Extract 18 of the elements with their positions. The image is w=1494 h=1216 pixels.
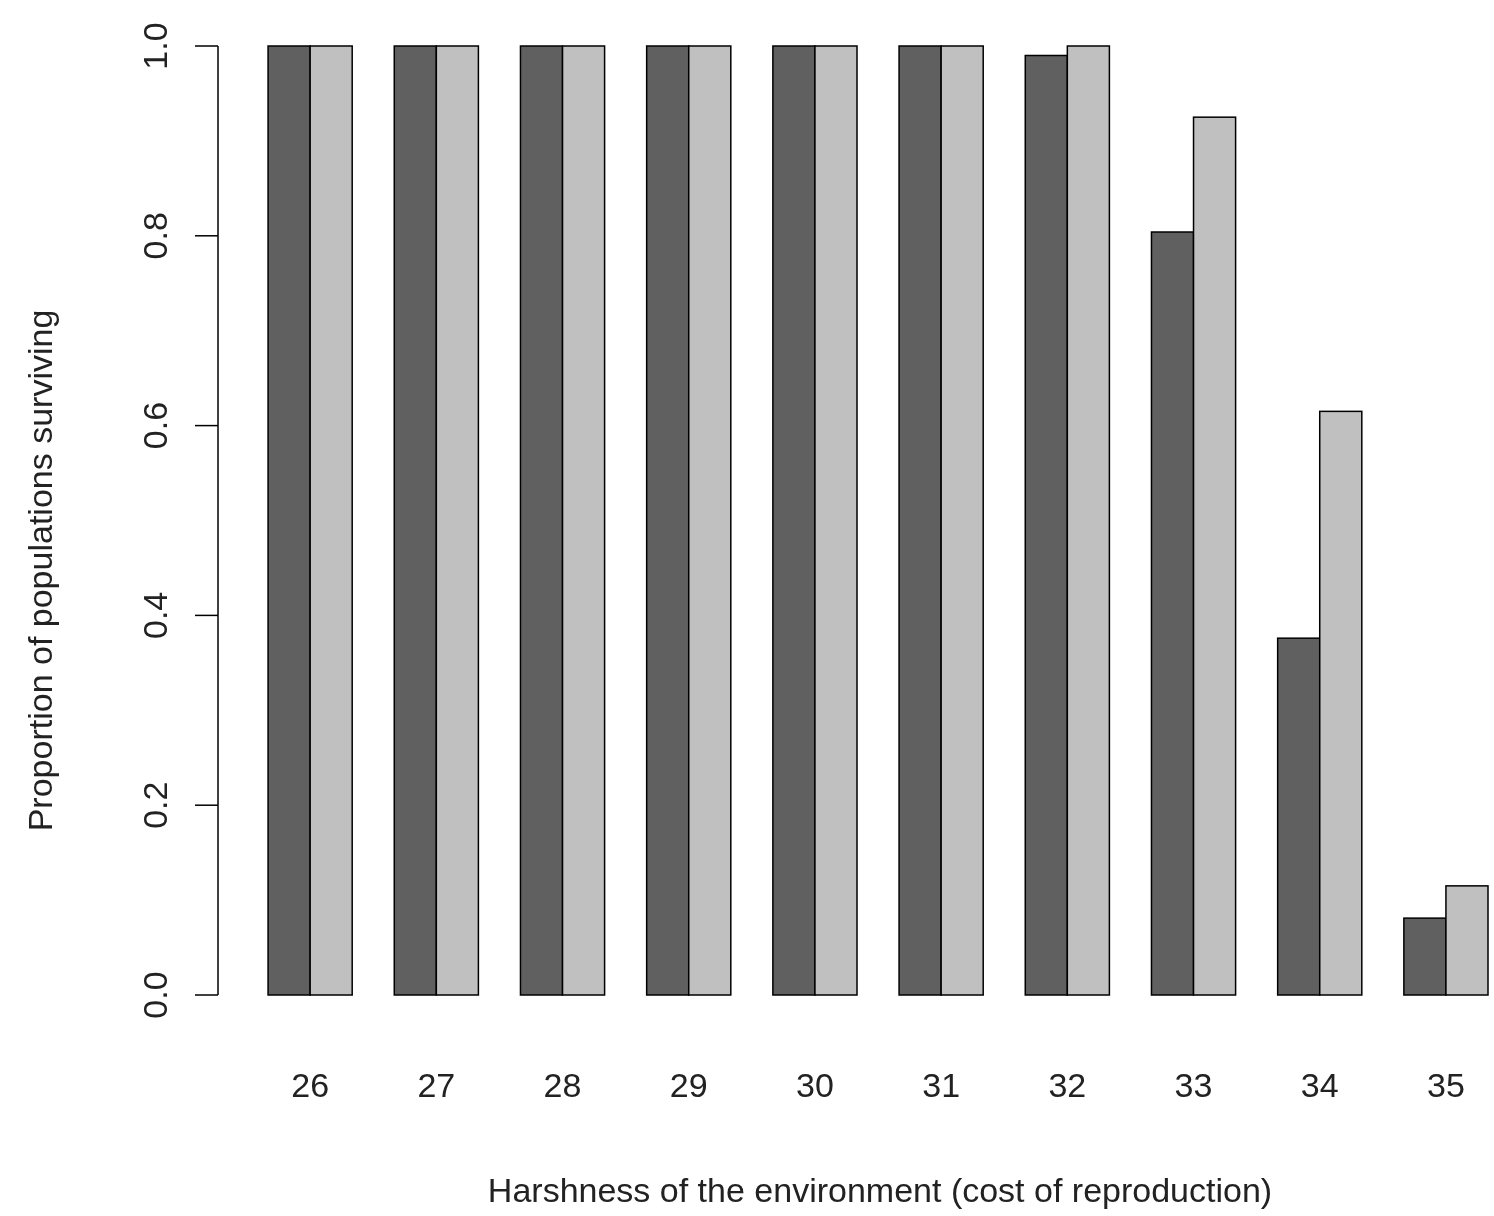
x-tick-label: 30 — [796, 1066, 834, 1104]
y-tick-label: 0.0 — [135, 971, 174, 1019]
x-tick-label: 34 — [1300, 1066, 1339, 1104]
y-tick-label: 0.4 — [135, 591, 174, 640]
y-tick-label: 1.0 — [135, 22, 174, 70]
x-tick-label: 27 — [417, 1066, 456, 1104]
x-tick-label: 31 — [922, 1066, 961, 1104]
x-tick-label: 35 — [1427, 1066, 1465, 1104]
y-tick-label: 0.2 — [135, 781, 174, 829]
x-tick-label: 26 — [291, 1066, 330, 1104]
x-tick-label: 33 — [1174, 1066, 1213, 1104]
x-tick-label: 32 — [1048, 1066, 1087, 1104]
x-tick-label: 28 — [543, 1066, 582, 1104]
x-axis-title: Harshness of the environment (cost of reproduction) — [487, 1171, 1273, 1209]
y-axis-title: Proportion of populations surviving — [21, 309, 59, 832]
y-tick-label: 0.6 — [135, 401, 174, 450]
x-tick-label: 29 — [669, 1066, 708, 1104]
y-tick-label: 0.8 — [135, 212, 174, 260]
